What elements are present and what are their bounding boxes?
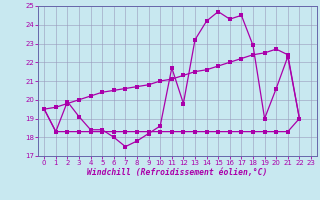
X-axis label: Windchill (Refroidissement éolien,°C): Windchill (Refroidissement éolien,°C) [87, 168, 268, 177]
